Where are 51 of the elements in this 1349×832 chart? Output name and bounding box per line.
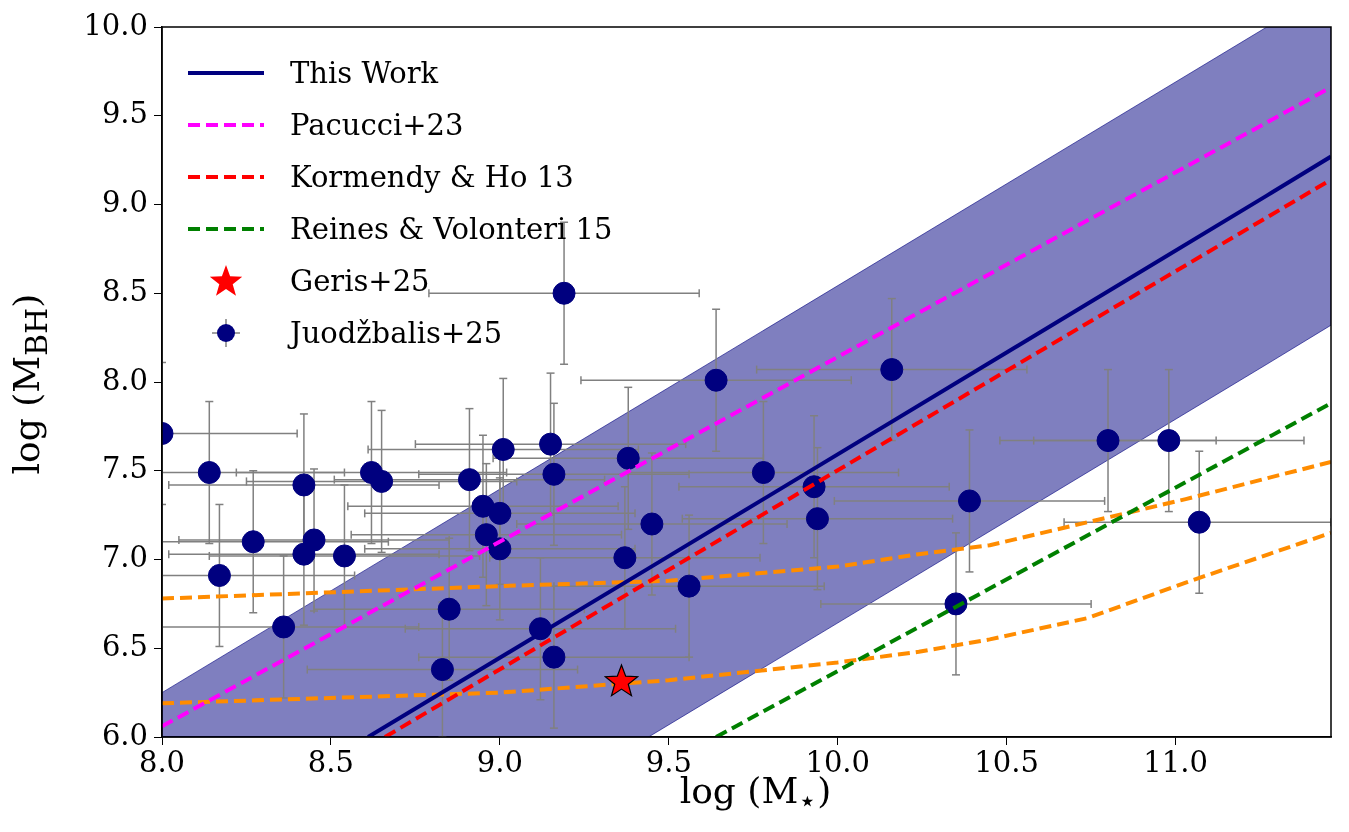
y-tick-label: 10.0 — [83, 7, 148, 42]
y-tick-label: 9.5 — [101, 96, 148, 131]
x-tick-label: 10.5 — [974, 744, 1039, 779]
point — [1096, 429, 1120, 453]
point — [207, 563, 231, 587]
point — [488, 501, 512, 525]
point — [437, 597, 461, 621]
point — [542, 645, 566, 669]
point — [880, 358, 904, 382]
point — [332, 544, 356, 568]
y-tick-label: 9.0 — [101, 185, 148, 220]
point — [751, 461, 775, 485]
legend-label: Pacucci+23 — [290, 107, 464, 144]
point — [457, 468, 481, 492]
point — [613, 546, 637, 570]
x-tick-label: 8.0 — [138, 744, 186, 779]
point — [704, 368, 728, 392]
legend-label: Geris+25 — [290, 263, 430, 300]
point — [241, 530, 265, 554]
point — [292, 473, 316, 497]
y-tick-label: 8.5 — [101, 273, 148, 308]
x-tick-label: 9.0 — [476, 744, 523, 779]
x-tick-label: 11.0 — [1143, 744, 1208, 779]
x-tick-label: 8.5 — [307, 744, 354, 779]
point — [539, 432, 563, 456]
legend-label: Reines & Volonteri 15 — [290, 211, 613, 248]
y-tick-label: 7.0 — [101, 540, 148, 575]
point — [552, 281, 576, 305]
point — [474, 523, 498, 547]
legend-label: This Work — [290, 55, 439, 92]
point — [640, 512, 664, 536]
line-series — [162, 530, 1331, 706]
legend-label: Kormendy & Ho 13 — [290, 159, 574, 196]
point — [957, 489, 981, 513]
point — [197, 461, 221, 485]
y-tick-label: 8.0 — [101, 362, 148, 397]
line-series — [162, 459, 1331, 601]
point — [677, 574, 701, 598]
point — [1157, 429, 1181, 453]
point — [430, 658, 454, 682]
y-tick-label: 7.5 — [101, 451, 148, 486]
point — [805, 507, 829, 531]
y-tick-label: 6.5 — [101, 628, 148, 663]
point — [1187, 510, 1211, 534]
point — [302, 528, 326, 552]
point — [616, 446, 640, 470]
point — [542, 462, 566, 486]
point — [272, 615, 296, 639]
point — [604, 664, 639, 697]
point — [370, 469, 394, 493]
point — [491, 437, 515, 461]
